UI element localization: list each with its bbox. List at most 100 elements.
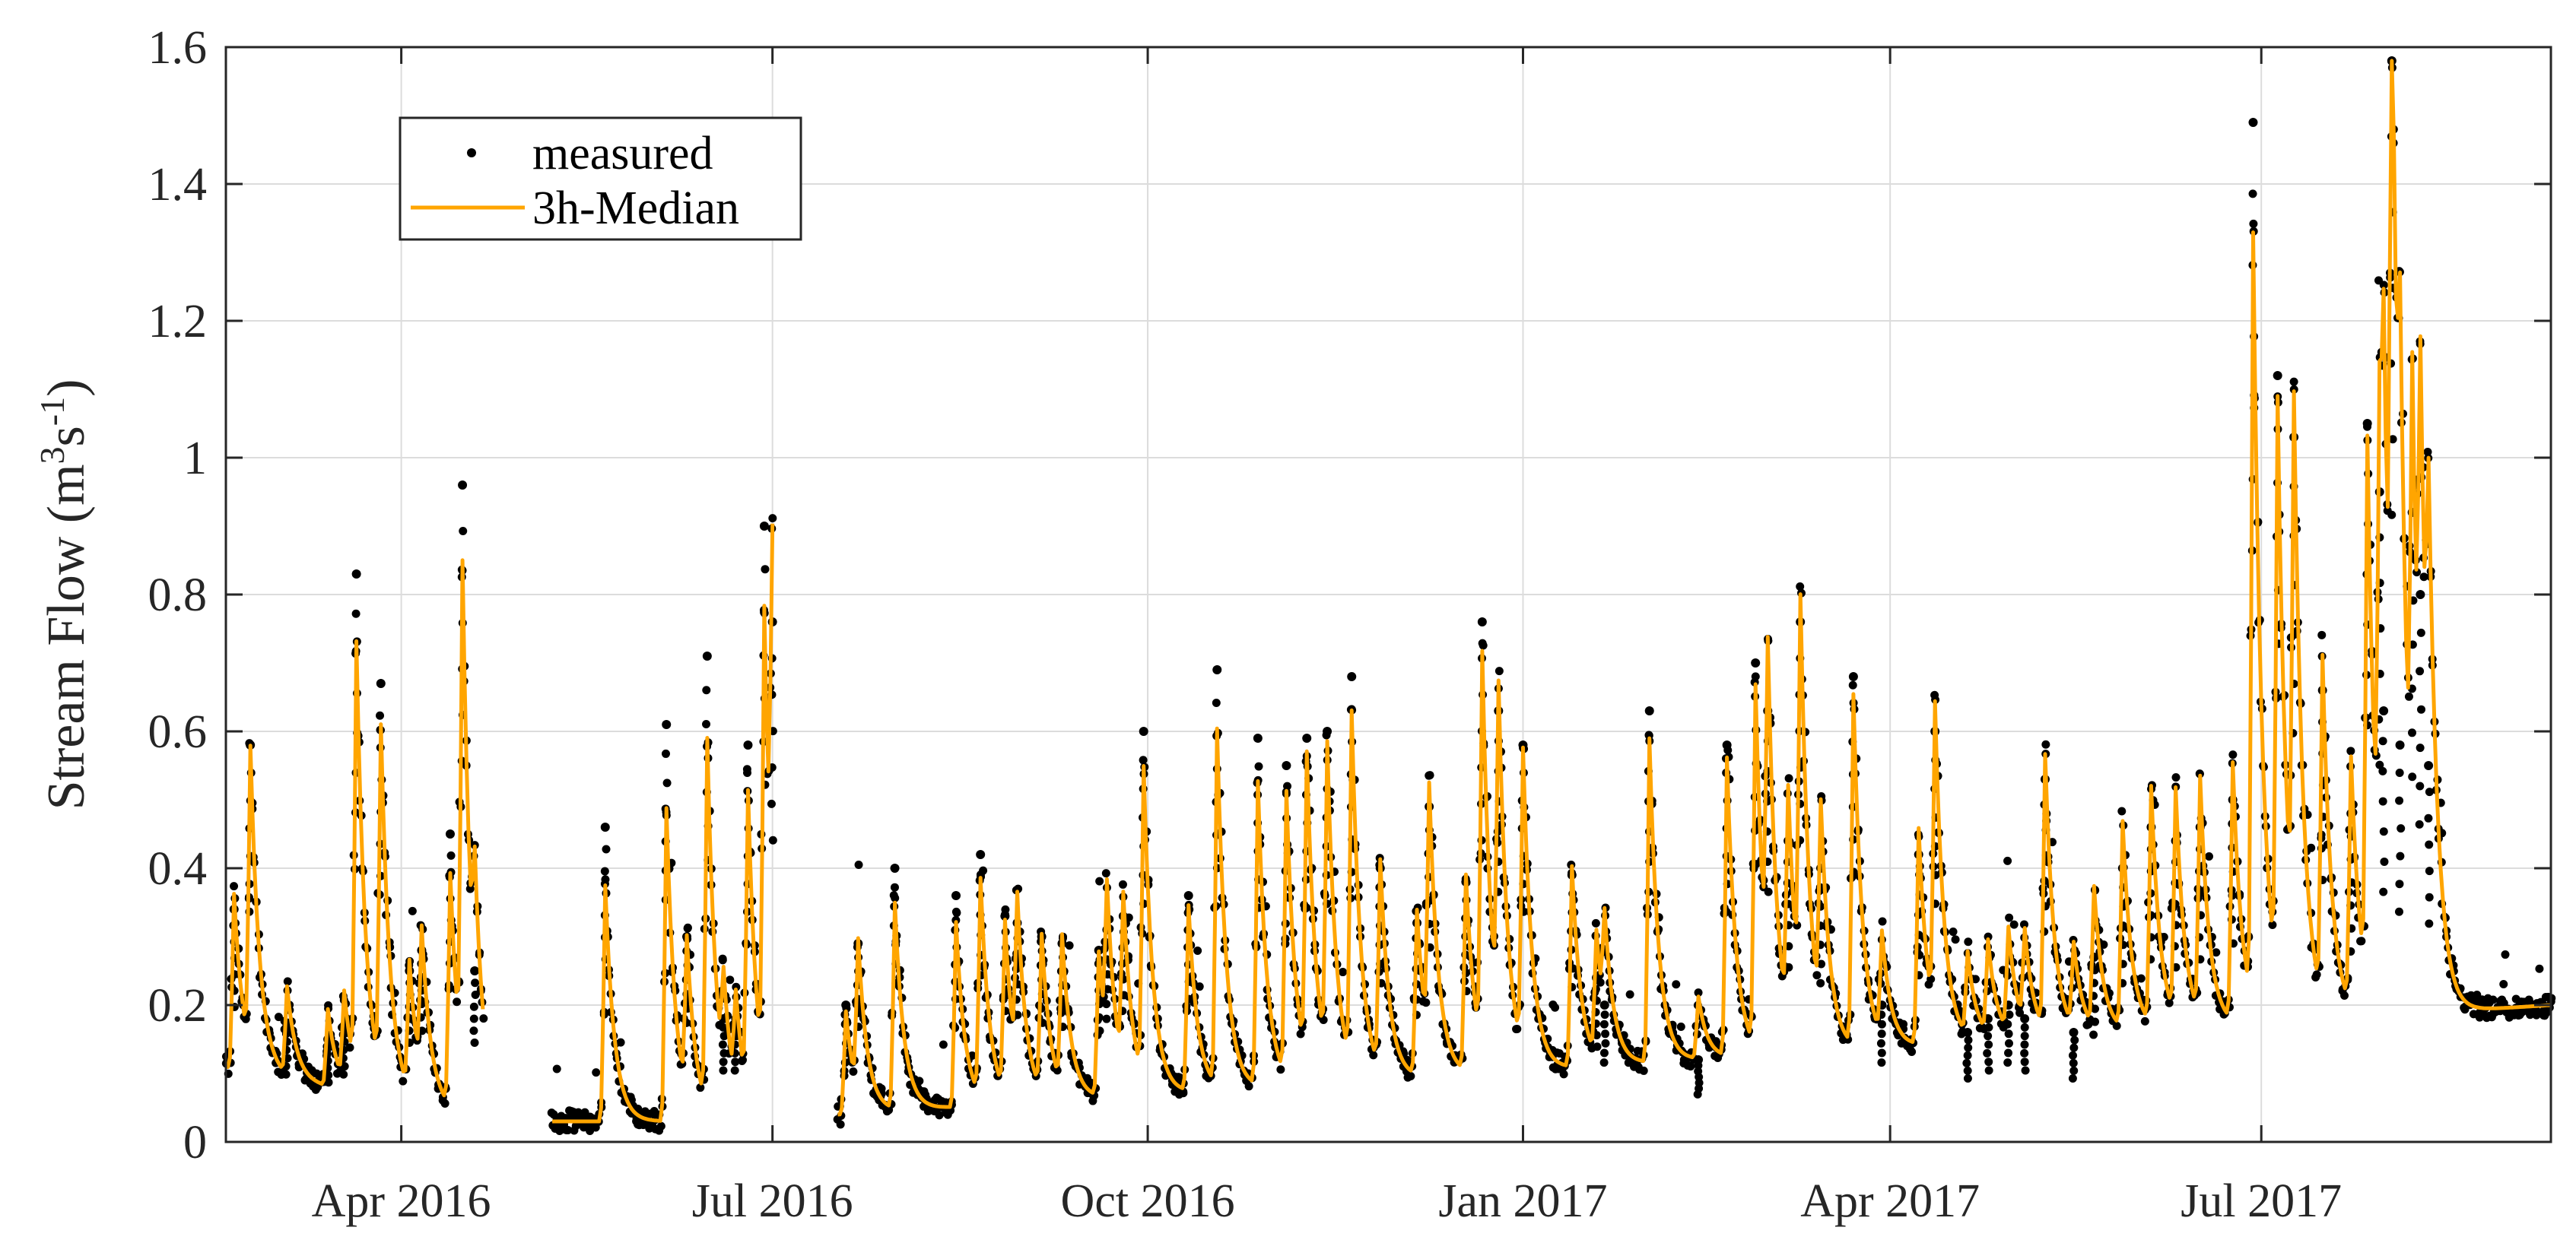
measured-point bbox=[2091, 1004, 2100, 1013]
measured-point bbox=[1672, 980, 1681, 989]
measured-point bbox=[2091, 1017, 2100, 1026]
measured-point bbox=[2425, 788, 2434, 797]
measured-point bbox=[976, 870, 985, 879]
measured-point bbox=[2416, 628, 2425, 637]
measured-point bbox=[1625, 990, 1634, 999]
measured-point bbox=[2395, 769, 2404, 778]
measured-point bbox=[915, 1077, 924, 1086]
measured-point bbox=[2425, 840, 2434, 849]
measured-point bbox=[890, 883, 899, 892]
measured-point bbox=[1600, 1010, 1609, 1020]
measured-peak-point bbox=[759, 522, 769, 531]
measured-point bbox=[1593, 1042, 1602, 1051]
measured-point bbox=[1951, 935, 1960, 944]
measured-point bbox=[453, 997, 462, 1007]
measured-point bbox=[1101, 869, 1110, 878]
measured-point bbox=[2424, 813, 2433, 823]
measured-point bbox=[1796, 582, 1805, 591]
measured-point bbox=[719, 1048, 729, 1058]
x-tick-label: Jan 2017 bbox=[1438, 1175, 1607, 1227]
measured-peak-point bbox=[2020, 1014, 2030, 1023]
measured-point bbox=[952, 909, 961, 918]
measured-point bbox=[1193, 947, 1202, 956]
measured-point bbox=[696, 1083, 705, 1093]
measured-point bbox=[339, 1070, 348, 1079]
measured-point bbox=[2003, 1020, 2012, 1029]
measured-point bbox=[552, 1064, 561, 1073]
measured-peak-point bbox=[458, 480, 468, 490]
measured-point bbox=[768, 514, 777, 523]
measured-point bbox=[616, 1038, 625, 1047]
measured-point bbox=[2307, 843, 2316, 852]
measured-point bbox=[2249, 219, 2258, 228]
measured-peak-point bbox=[1599, 1001, 1609, 1010]
measured-point bbox=[2020, 1048, 2029, 1058]
measured-point bbox=[2317, 630, 2327, 639]
measured-peak-point bbox=[951, 891, 961, 900]
measured-point bbox=[324, 1078, 333, 1087]
median-line-segment bbox=[837, 59, 2552, 1117]
measured-point bbox=[1195, 982, 1204, 991]
measured-point bbox=[1478, 639, 1487, 648]
measured-peak-point bbox=[1183, 891, 1193, 900]
measured-point bbox=[1877, 1029, 1886, 1039]
measured-point bbox=[1065, 941, 1074, 950]
measured-point bbox=[1964, 937, 1973, 947]
measured-point bbox=[2089, 1030, 2098, 1039]
measured-peak-point bbox=[1963, 1028, 1973, 1037]
measured-point bbox=[2020, 1058, 2029, 1067]
measured-peak-point bbox=[1644, 706, 1654, 715]
measured-point bbox=[2020, 1023, 2029, 1032]
measured-point bbox=[1983, 1048, 1992, 1058]
x-tick-label: Jul 2016 bbox=[692, 1175, 853, 1227]
measured-point bbox=[2501, 950, 2510, 959]
measured-point bbox=[2378, 737, 2387, 746]
measured-point bbox=[340, 1062, 349, 1071]
measured-peak-point bbox=[890, 864, 900, 873]
measured-point bbox=[2395, 796, 2404, 805]
measured-point bbox=[1494, 667, 1504, 676]
measured-peak-point bbox=[1518, 740, 1528, 750]
measured-point bbox=[1971, 975, 1980, 984]
x-tick-label: Apr 2016 bbox=[312, 1175, 491, 1227]
measured-point bbox=[1296, 1029, 1305, 1039]
measured-point bbox=[2289, 377, 2298, 386]
y-tick-label: 0.6 bbox=[148, 706, 208, 758]
y-axis-label-sup-minus1: -1 bbox=[33, 397, 71, 426]
measured-point bbox=[1175, 1073, 1184, 1082]
measured-point bbox=[1816, 978, 1825, 988]
measured-point bbox=[2419, 572, 2428, 582]
measured-point bbox=[702, 686, 711, 695]
measured-peak-point bbox=[1253, 734, 1263, 743]
measured-point bbox=[2378, 766, 2387, 775]
measured-point bbox=[600, 867, 609, 876]
measured-point bbox=[2005, 913, 2014, 922]
measured-peak-point bbox=[1282, 761, 1291, 770]
measured-point bbox=[2020, 1040, 2029, 1049]
measured-peak-point bbox=[841, 1001, 851, 1010]
measured-point bbox=[1949, 928, 1958, 937]
measured-point bbox=[2015, 1008, 2025, 1017]
measured-peak-point bbox=[2248, 118, 2258, 127]
measured-point bbox=[683, 923, 692, 932]
measured-peak-point bbox=[2395, 740, 2405, 750]
measured-point bbox=[324, 1070, 333, 1080]
measured-point bbox=[1551, 1003, 1560, 1012]
measured-point bbox=[1599, 1048, 1609, 1058]
measured-point bbox=[1139, 756, 1148, 765]
measured-point bbox=[2009, 920, 2019, 929]
measured-point bbox=[718, 1040, 727, 1049]
measured-point bbox=[2499, 998, 2508, 1007]
measured-point bbox=[1714, 1054, 1723, 1063]
measured-point bbox=[1877, 1058, 1886, 1067]
measured-point bbox=[2228, 750, 2238, 760]
measured-point bbox=[446, 851, 456, 860]
measured-point bbox=[2499, 980, 2508, 989]
measured-point bbox=[2416, 667, 2425, 676]
legend: measured 3h-Median bbox=[399, 116, 802, 241]
measured-peak-point bbox=[1139, 727, 1148, 736]
measured-point bbox=[2069, 1043, 2079, 1052]
measured-peak-point bbox=[1347, 672, 1357, 681]
measured-point bbox=[230, 882, 239, 891]
